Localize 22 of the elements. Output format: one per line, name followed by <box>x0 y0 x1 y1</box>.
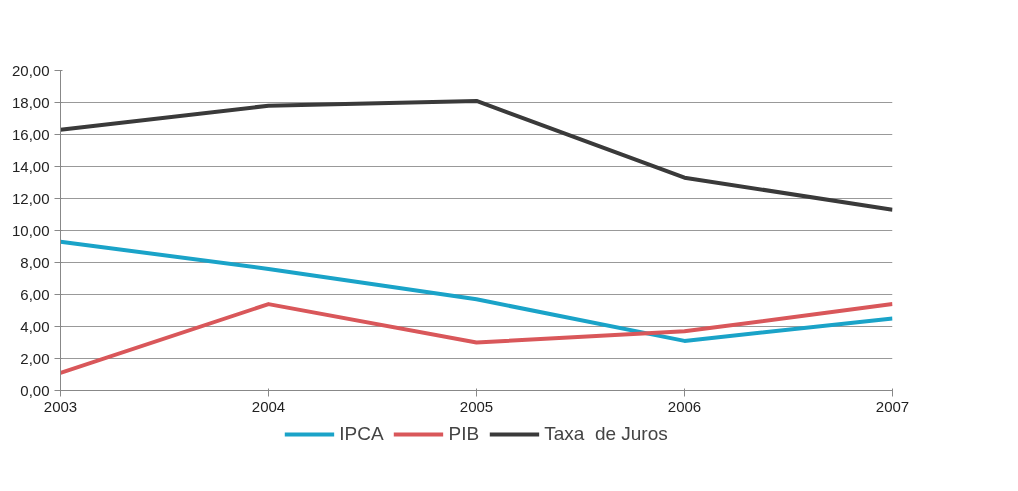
y-tick-label: 8,00 <box>20 253 50 271</box>
y-tick-label: 20,00 <box>11 61 50 79</box>
x-tick-label: 2004 <box>251 397 286 415</box>
x-tick-label: 2007 <box>875 397 910 415</box>
y-tick-label: 6,00 <box>20 285 50 303</box>
y-tick-label: 16,00 <box>11 125 50 143</box>
legend-label: Taxa de Juros <box>544 423 668 445</box>
y-tick-label: 2,00 <box>20 349 50 367</box>
line-series <box>60 302 893 375</box>
legend-label: PIB <box>448 423 480 445</box>
y-tick-label: 0,00 <box>20 381 50 399</box>
y-tick-label: 4,00 <box>20 317 50 335</box>
x-tick-label: 2003 <box>43 397 78 415</box>
y-tick-label: 14,00 <box>11 157 50 175</box>
x-tick-label: 2005 <box>459 397 494 415</box>
y-tick-label: 18,00 <box>11 93 50 111</box>
legend-label: IPCA <box>339 423 384 445</box>
y-tick-label: 10,00 <box>11 221 50 239</box>
y-tick-label: 12,00 <box>11 189 50 207</box>
line-series <box>60 98 893 212</box>
x-tick-label: 2006 <box>667 397 702 415</box>
line-series <box>60 239 893 343</box>
